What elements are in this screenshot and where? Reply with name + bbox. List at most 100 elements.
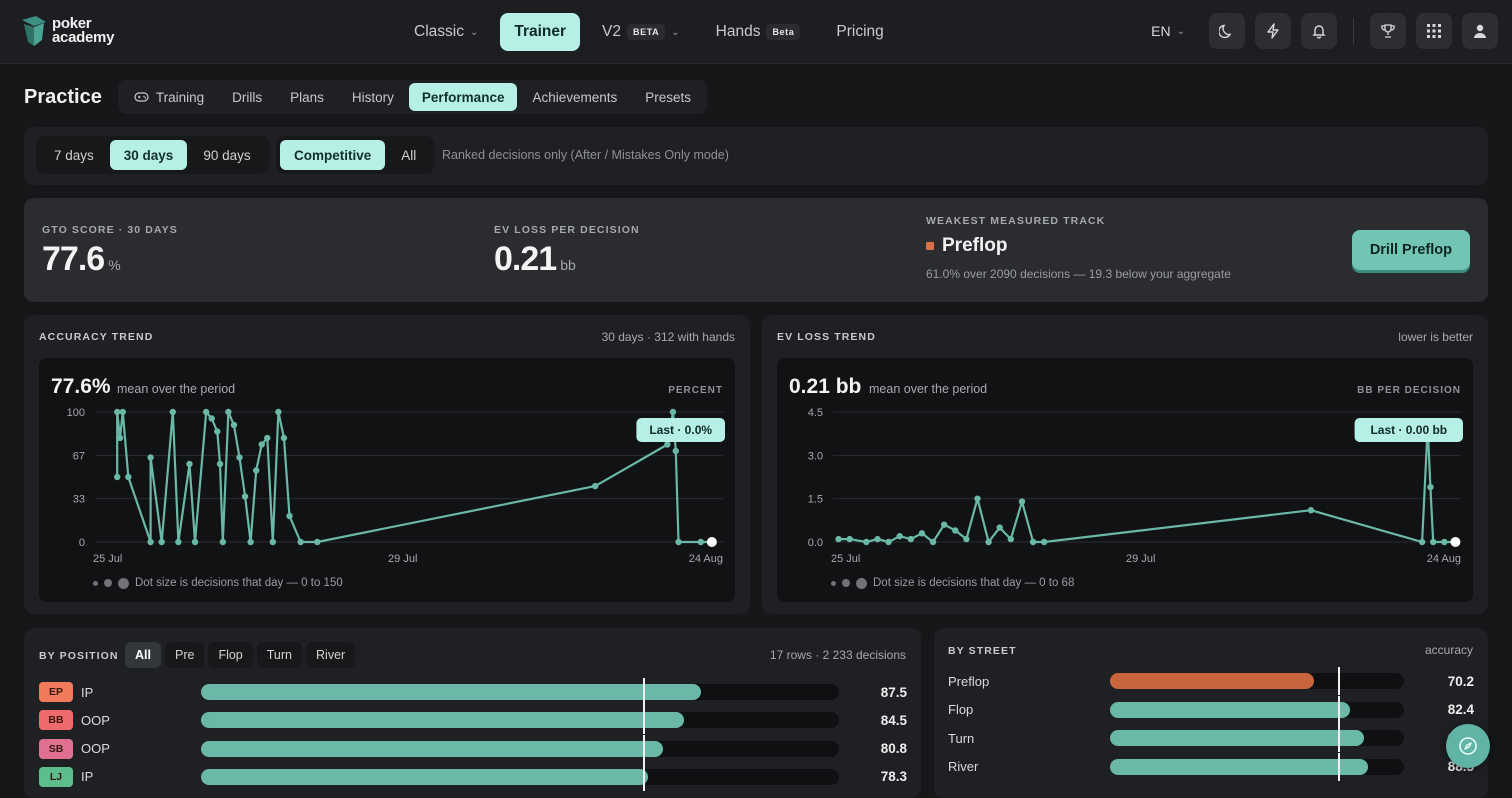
mode-selector: Competitive All [276,136,435,174]
tab-drills[interactable]: Drills [232,89,263,105]
position-row[interactable]: SB OOP 80.8 [39,734,907,763]
mode-competitive[interactable]: Competitive [280,140,386,170]
range-90-days[interactable]: 90 days [203,147,251,163]
data-point [241,493,249,500]
last-value-tooltip: Last · 0.0% [636,418,725,442]
main-nav: Classic ⌄ Trainer V2 BETA ⌄ Hands Beta Pr… [400,13,898,51]
x-tick-label: 29 Jul [388,553,417,565]
chart-legend: Dot size is decisions that day — 0 to 15… [93,577,343,589]
by-position-card: BY POSITION All Pre Flop Turn River 17 r… [24,628,921,798]
last-value-tooltip: Last · 0.00 bb [1354,418,1463,442]
filter-pre[interactable]: Pre [164,642,205,668]
position-side: IP [81,684,94,700]
data-point [169,408,177,416]
language-select[interactable]: EN ⌄ [1151,23,1185,39]
account-button[interactable] [1462,13,1498,49]
data-point [1430,538,1437,546]
top-navigation-bar: poker academy Classic ⌄ Trainer V2 BETA ⌄… [0,0,1512,64]
data-point [116,434,124,442]
range-7-days[interactable]: 7 days [54,147,94,163]
data-point [202,408,210,416]
nav-hands[interactable]: Hands Beta [702,13,815,51]
position-row[interactable]: BB OOP 84.5 [39,706,907,735]
street-row[interactable]: Preflop 70.2 [948,667,1474,695]
explore-fab-button[interactable] [1446,724,1490,768]
data-point [225,408,232,416]
weakest-track-label: WEAKEST MEASURED TRACK [926,215,1106,227]
divider [1353,18,1354,44]
gto-score-label: GTO SCORE · 30 DAYS [42,224,178,236]
nav-v2[interactable]: V2 BETA ⌄ [602,23,680,40]
data-point [1418,538,1426,546]
data-point [219,538,227,546]
card-meta: lower is better [1398,330,1473,344]
data-point [236,454,243,461]
position-badge: SB [39,738,73,759]
filter-all[interactable]: All [125,642,161,668]
y-tick-label: 4.5 [808,407,823,419]
mode-all[interactable]: All [401,147,417,163]
tab-training[interactable]: Training [121,83,217,111]
ev-loss-label: EV LOSS PER DECISION [494,224,640,236]
gamepad-icon [134,92,149,102]
street-row[interactable]: River88.5 [948,752,1474,781]
chart-unit-label: BB PER DECISION [1357,385,1461,396]
accuracy-track [1110,667,1404,695]
beta-badge: Beta [766,24,801,40]
apps-menu-button[interactable] [1416,13,1452,49]
data-point [591,482,599,490]
tab-achievements[interactable]: Achievements [532,89,618,105]
weakest-track-swatch [926,242,934,250]
data-point [119,408,126,416]
street-row[interactable]: Flop 82.4 [948,695,1474,724]
chart-mean-label: mean over the period [117,382,236,396]
theme-toggle-button[interactable] [1209,13,1245,49]
accuracy-track [201,762,839,791]
ev-loss-value: 0.21 [494,240,557,278]
legend-dot-small [831,580,836,586]
nav-trainer[interactable]: Trainer [500,13,581,51]
data-point [114,473,121,481]
lightning-icon [1267,23,1279,39]
accuracy-fill [201,712,684,729]
y-tick-label: 33 [73,494,85,506]
quick-actions-button[interactable] [1255,13,1291,49]
data-point [286,512,293,520]
aggregate-marker [643,762,645,791]
filter-flop[interactable]: Flop [208,642,253,668]
street-name: Preflop [948,673,990,689]
tab-history[interactable]: History [351,89,394,105]
data-point [175,538,182,546]
series-line [116,410,712,544]
notifications-button[interactable] [1301,13,1337,49]
data-point [214,428,221,435]
data-point [186,460,193,468]
position-row[interactable]: EP IP 87.5 [39,678,907,706]
card-title: EV LOSS TREND [777,331,876,343]
tab-plans[interactable]: Plans [290,89,324,105]
nav-pricing[interactable]: Pricing [836,23,884,40]
position-row[interactable]: LJ IP 78.3 [39,762,907,791]
poker-academy-logo[interactable]: poker academy [20,14,114,48]
data-point [216,460,224,468]
nav-classic[interactable]: Classic ⌄ [414,23,479,40]
trophy-icon [1381,24,1395,38]
ev-loss-trend-card: EV LOSS TREND lower is better 0.21 bb me… [762,315,1488,614]
drill-preflop-button[interactable]: Drill Preflop [1351,230,1470,270]
legend-text: Dot size is decisions that day — 0 to 15… [135,577,343,589]
data-point [147,454,154,461]
filter-turn[interactable]: Turn [256,642,303,668]
accuracy-track [1110,752,1404,781]
street-row[interactable]: Turn87.1 [948,724,1474,753]
accuracy-plot: 100 67 33 0 25 Jul 29 Jul 24 Aug Last · 0.0% [67,407,725,565]
range-30-days[interactable]: 30 days [109,140,188,170]
tab-presets[interactable]: Presets [645,89,692,105]
tab-performance[interactable]: Performance [408,83,518,111]
last-point [706,537,717,547]
leaderboard-button[interactable] [1370,13,1406,49]
filter-river[interactable]: River [306,642,356,668]
series-line [838,425,1456,544]
street-value: 82.4 [1447,702,1474,718]
position-value: 80.8 [880,741,907,757]
data-point [230,421,238,429]
